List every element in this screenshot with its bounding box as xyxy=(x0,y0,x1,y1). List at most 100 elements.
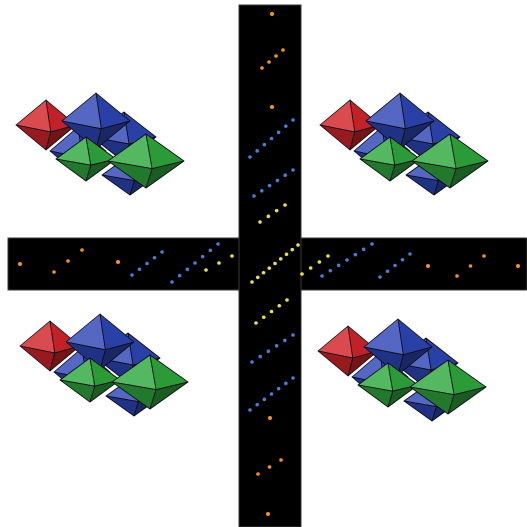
octahedron-face xyxy=(45,124,77,151)
diffraction-spot xyxy=(255,149,259,153)
vertical-diffraction-band xyxy=(238,4,302,527)
diffraction-spot xyxy=(130,273,134,277)
diffraction-spot xyxy=(270,12,274,16)
diffraction-spot xyxy=(291,168,295,172)
octahedron-face xyxy=(449,160,489,189)
diffraction-spot xyxy=(274,208,279,213)
diffraction-spots xyxy=(18,12,520,516)
diffraction-spot xyxy=(291,118,295,122)
diffraction-spot xyxy=(267,465,272,469)
diffraction-spot xyxy=(400,257,405,262)
diffraction-spot xyxy=(285,298,289,302)
diffraction-spot xyxy=(269,136,274,141)
octahedra-cluster-bottom-right xyxy=(317,318,487,422)
diffraction-spot xyxy=(308,266,313,270)
diffraction-spot xyxy=(266,349,271,354)
diffraction-spot xyxy=(279,458,283,462)
blue-octahedron xyxy=(365,92,435,150)
octahedron-face xyxy=(85,158,117,182)
diffraction-spot xyxy=(267,266,272,270)
diffraction-spot xyxy=(152,255,157,260)
green-octahedron xyxy=(411,133,489,189)
diffraction-spot xyxy=(281,48,285,52)
diffraction-spot xyxy=(269,392,274,396)
diffraction-spot xyxy=(267,183,272,188)
diffraction-spot xyxy=(290,247,295,252)
diffraction-spot xyxy=(408,252,412,256)
diffraction-spot xyxy=(277,303,282,308)
diffraction-spot xyxy=(276,386,281,391)
diffraction-spot xyxy=(250,280,254,284)
green-octahedron xyxy=(55,136,117,182)
diffraction-spot xyxy=(320,274,324,278)
diffraction-spot xyxy=(455,274,459,278)
diffraction-spot xyxy=(361,247,366,252)
diffraction-spot xyxy=(296,243,300,247)
diffraction-spot xyxy=(217,261,221,265)
diffraction-spot xyxy=(482,254,486,258)
octahedron-face xyxy=(49,345,81,372)
octahedron-face xyxy=(389,158,421,182)
diffraction-spot xyxy=(80,248,84,252)
diffraction-spot xyxy=(170,280,174,284)
diffraction-spot xyxy=(258,354,263,359)
octahedron-face xyxy=(399,120,435,150)
diffraction-spot xyxy=(254,321,258,325)
diffraction-spot xyxy=(200,254,205,259)
diffraction-spot xyxy=(208,248,213,253)
octahedron-face xyxy=(349,124,381,151)
diffraction-spot xyxy=(116,260,120,264)
diffraction-spot xyxy=(378,275,382,279)
octahedra-cluster-bottom-left xyxy=(19,313,189,417)
diffraction-spot xyxy=(252,194,256,198)
octahedron-face xyxy=(89,379,121,403)
green-octahedron xyxy=(409,359,487,415)
diffraction-spot xyxy=(283,173,288,177)
diffraction-spot xyxy=(268,416,272,420)
red-octahedron xyxy=(319,99,381,151)
octahedron-face xyxy=(387,384,419,408)
diffraction-spot xyxy=(275,178,280,183)
octahedra-cluster-top-right xyxy=(319,92,489,196)
octahedron-face xyxy=(397,346,433,376)
diffraction-spot xyxy=(278,257,283,261)
octahedra-cluster-top-left xyxy=(15,92,185,196)
octahedron-face xyxy=(95,120,131,150)
diffraction-spot xyxy=(291,376,295,380)
octahedra-clusters xyxy=(15,92,489,422)
diffraction-spot xyxy=(284,252,289,257)
diffraction-spot xyxy=(300,272,304,276)
diffraction-spot xyxy=(393,263,397,268)
red-octahedron xyxy=(19,320,81,372)
diffraction-spot xyxy=(261,315,266,320)
diffraction-spot xyxy=(274,54,278,58)
diffraction-spot xyxy=(291,333,295,337)
green-octahedron xyxy=(357,362,419,408)
diffraction-spot xyxy=(326,254,330,258)
diffraction-spot xyxy=(256,472,260,476)
diffraction-spot xyxy=(258,220,262,224)
diffraction-spot xyxy=(160,250,164,254)
diffraction-spot xyxy=(185,267,190,272)
diffraction-spot xyxy=(266,214,271,219)
diffraction-spot xyxy=(276,130,281,135)
diffraction-spot xyxy=(426,264,430,268)
diffraction-spot xyxy=(353,252,358,257)
diffraction-bands xyxy=(7,4,527,527)
diffraction-spot xyxy=(260,189,264,193)
diffraction-spot xyxy=(145,261,149,266)
diffraction-spot xyxy=(204,268,208,272)
octahedron-face xyxy=(99,341,135,371)
diffraction-spot xyxy=(266,512,270,516)
diffraction-spot xyxy=(193,261,197,265)
diffraction-spot xyxy=(255,402,259,407)
diffraction-spot xyxy=(230,254,234,258)
diffraction-spot xyxy=(261,270,266,275)
red-octahedron xyxy=(15,99,77,151)
diffraction-spot xyxy=(66,259,70,263)
diffraction-spot xyxy=(336,263,341,268)
diffraction-spot xyxy=(283,338,287,343)
octahedron-face xyxy=(447,386,487,415)
diffraction-spot xyxy=(267,60,271,64)
diffraction-spot xyxy=(250,360,254,364)
